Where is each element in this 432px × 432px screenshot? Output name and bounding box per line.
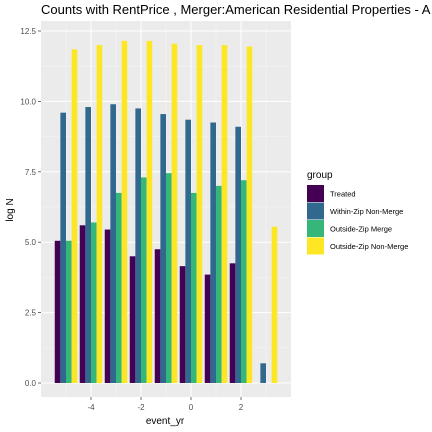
bar-outside-zip-non-merge: [71, 49, 78, 383]
bar-outside-zip-non-merge: [271, 226, 278, 383]
bar-outside-zip-non-merge: [96, 45, 103, 383]
x-tick-label: -4: [87, 403, 95, 412]
y-tick-label: 2.5: [25, 309, 37, 318]
x-axis-title: event_yr: [146, 416, 185, 427]
y-tick-label: 10.0: [20, 97, 36, 106]
legend-swatch: [307, 220, 324, 237]
bar-within-zip-non-merge: [85, 107, 91, 384]
bar-outside-zip-merge: [241, 180, 247, 383]
legend-swatch: [307, 185, 324, 202]
legend-swatch: [307, 202, 324, 220]
bar-within-zip-non-merge: [210, 122, 216, 384]
bar-outside-zip-non-merge: [196, 45, 203, 383]
legend-label: Outside-Zip Non-Merge: [330, 242, 408, 251]
bar-treated: [104, 229, 111, 383]
bar-treated: [229, 263, 236, 383]
bar-within-zip-non-merge: [185, 119, 191, 383]
legend: group Treated Within-Zip Non-Merge Outside…: [307, 170, 408, 255]
y-tick-label: 7.5: [25, 168, 37, 177]
x-tick-label: 0: [189, 403, 194, 412]
legend-label: Within-Zip Non-Merge: [330, 207, 403, 216]
bar-outside-zip-non-merge: [246, 46, 253, 383]
bar-outside-zip-merge: [216, 185, 222, 383]
bar-outside-zip-merge: [91, 222, 97, 383]
bar-within-zip-non-merge: [235, 126, 241, 383]
bar-treated: [154, 249, 161, 383]
y-tick-label: 5.0: [25, 238, 37, 247]
bar-within-zip-non-merge: [260, 363, 266, 383]
legend-label: Outside-Zip Merge: [330, 225, 392, 234]
y-tick-label: 12.5: [20, 27, 36, 36]
bar-outside-zip-non-merge: [146, 40, 153, 384]
bar-within-zip-non-merge: [160, 114, 166, 384]
y-axis: 0.0 2.5 5.0 7.5 10.0 12.5: [20, 27, 41, 388]
bars: [54, 40, 278, 384]
bar-outside-zip-non-merge: [171, 43, 178, 384]
bar-outside-zip-merge: [66, 240, 72, 383]
bar-treated: [204, 274, 211, 383]
bar-within-zip-non-merge: [60, 112, 66, 383]
bar-outside-zip-non-merge: [121, 40, 128, 384]
bar-within-zip-non-merge: [110, 104, 116, 383]
legend-title: group: [307, 170, 333, 181]
chart-title: Counts with RentPrice , Merger:American …: [41, 2, 431, 17]
bar-treated: [79, 225, 86, 383]
x-tick-label: -2: [137, 403, 145, 412]
bar-outside-zip-merge: [166, 173, 172, 383]
bar-outside-zip-non-merge: [221, 45, 228, 383]
bar-outside-zip-merge: [191, 192, 197, 383]
bar-treated: [179, 266, 186, 383]
y-axis-title: log N: [5, 198, 16, 221]
x-tick-label: 2: [239, 403, 244, 412]
bar-outside-zip-merge: [116, 192, 122, 383]
legend-swatch: [307, 237, 324, 255]
x-axis: -4 -2 0 2: [87, 397, 244, 412]
bar-within-zip-non-merge: [135, 108, 141, 383]
bar-outside-zip-merge: [141, 177, 147, 383]
bar-treated: [54, 240, 61, 383]
y-tick-label: 0.0: [25, 379, 37, 388]
bar-treated: [129, 256, 136, 383]
legend-label: Treated: [330, 190, 356, 199]
